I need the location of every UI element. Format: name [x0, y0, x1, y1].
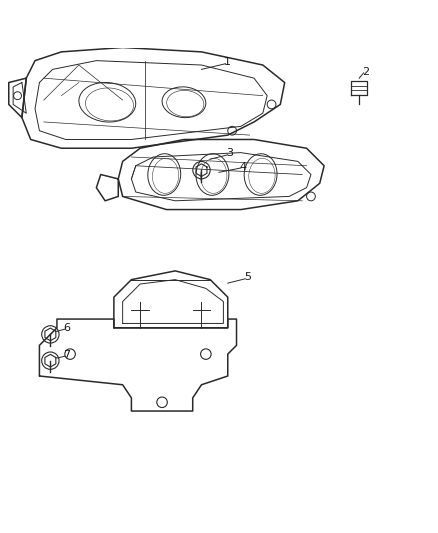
- Text: 3: 3: [226, 149, 233, 158]
- Text: 4: 4: [240, 161, 247, 172]
- Text: 6: 6: [64, 323, 71, 333]
- Text: 1: 1: [224, 58, 231, 67]
- Text: 7: 7: [64, 350, 71, 360]
- Text: 2: 2: [362, 67, 369, 77]
- Text: 5: 5: [244, 272, 251, 282]
